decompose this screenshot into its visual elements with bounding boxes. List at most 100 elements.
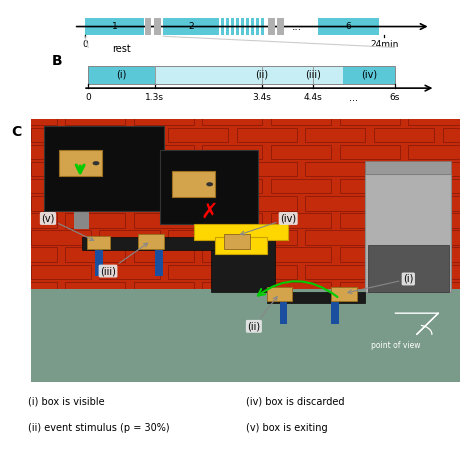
Bar — [215, 237, 267, 254]
Bar — [202, 213, 263, 228]
Bar — [159, 150, 258, 224]
Bar — [318, 18, 379, 36]
Bar — [374, 264, 434, 279]
Bar — [261, 18, 264, 36]
Bar — [65, 110, 125, 125]
Bar — [65, 213, 125, 228]
Bar — [155, 247, 163, 276]
Text: (i) box is visible: (i) box is visible — [27, 397, 104, 407]
Bar — [168, 299, 228, 313]
Bar — [65, 350, 125, 365]
Bar — [100, 196, 159, 210]
Bar — [443, 162, 474, 176]
Bar — [100, 299, 159, 313]
Text: (i): (i) — [116, 70, 127, 80]
Bar — [100, 264, 159, 279]
Bar — [305, 196, 365, 210]
Bar — [31, 299, 91, 313]
Text: 4.4s: 4.4s — [303, 93, 322, 102]
Text: ✗: ✗ — [200, 202, 218, 222]
Bar — [237, 128, 297, 142]
Text: B: B — [52, 54, 62, 68]
Bar — [0, 179, 56, 193]
Bar — [374, 333, 434, 347]
Bar — [100, 128, 159, 142]
Bar — [31, 367, 91, 382]
Bar — [65, 282, 125, 296]
Bar — [0, 110, 56, 125]
Bar — [305, 128, 365, 142]
Bar — [231, 18, 234, 36]
Bar — [374, 230, 434, 245]
Bar — [236, 18, 239, 36]
Bar — [0, 213, 56, 228]
Bar — [0, 299, 22, 313]
Bar — [221, 18, 224, 36]
Text: (iii): (iii) — [100, 243, 147, 276]
Bar — [340, 179, 400, 193]
Circle shape — [92, 161, 100, 165]
Bar — [305, 264, 365, 279]
Bar — [408, 110, 468, 125]
Bar — [0, 282, 56, 296]
Text: 24min: 24min — [370, 40, 399, 49]
Polygon shape — [31, 290, 460, 382]
Bar — [0, 264, 22, 279]
Bar — [374, 196, 434, 210]
Text: (ii): (ii) — [247, 297, 277, 331]
Bar — [443, 333, 474, 347]
Bar — [163, 18, 219, 36]
Bar — [168, 128, 228, 142]
Bar — [100, 230, 159, 245]
Bar — [408, 213, 468, 228]
Bar — [202, 247, 263, 262]
Bar — [344, 66, 394, 83]
Bar — [237, 299, 297, 313]
Bar — [31, 196, 91, 210]
Bar — [202, 282, 263, 296]
Bar — [237, 333, 297, 347]
Bar — [168, 264, 228, 279]
Bar — [256, 18, 259, 36]
Bar — [31, 264, 91, 279]
Bar — [168, 367, 228, 382]
Text: 6s: 6s — [389, 93, 400, 102]
Bar — [0, 350, 56, 365]
Text: 1.3s: 1.3s — [145, 93, 164, 102]
Bar — [0, 145, 56, 159]
Bar — [226, 18, 229, 36]
Bar — [340, 316, 400, 330]
Text: 3.4s: 3.4s — [252, 93, 271, 102]
Polygon shape — [82, 237, 224, 250]
Text: (iv): (iv) — [361, 70, 377, 80]
Bar — [134, 350, 194, 365]
Bar — [408, 179, 468, 193]
Bar — [237, 162, 297, 176]
Bar — [271, 316, 331, 330]
Bar — [134, 213, 194, 228]
Bar — [374, 367, 434, 382]
Text: (iii): (iii) — [305, 70, 321, 80]
Bar — [100, 367, 159, 382]
Bar — [237, 367, 297, 382]
Bar — [237, 196, 297, 210]
Bar — [331, 287, 357, 301]
Bar — [367, 245, 449, 292]
Bar — [134, 282, 194, 296]
Bar — [202, 145, 263, 159]
Bar — [365, 161, 451, 174]
Text: (v): (v) — [41, 213, 94, 240]
Bar — [305, 230, 365, 245]
Bar — [202, 350, 263, 365]
Bar — [305, 333, 365, 347]
Bar — [271, 350, 331, 365]
Bar — [145, 18, 151, 36]
Bar — [134, 145, 194, 159]
Bar — [202, 110, 263, 125]
Bar — [155, 18, 161, 36]
Bar — [268, 18, 274, 36]
Bar — [408, 282, 468, 296]
Bar — [100, 162, 159, 176]
Bar — [340, 350, 400, 365]
Bar — [340, 247, 400, 262]
